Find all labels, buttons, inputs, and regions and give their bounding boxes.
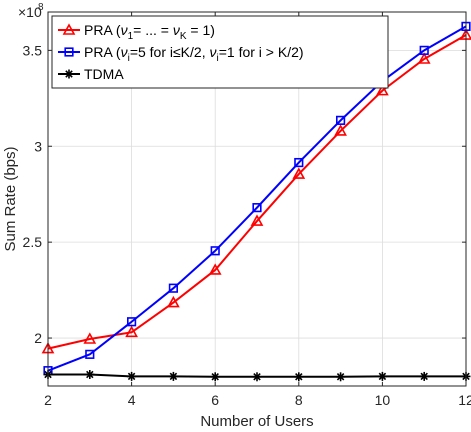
data-point [210, 372, 220, 382]
data-point [292, 167, 306, 179]
data-point [85, 349, 95, 359]
legend-label: TDMA [84, 66, 124, 82]
legend-label-part: ν [121, 22, 128, 38]
legend-marker [64, 47, 74, 57]
data-point [208, 263, 222, 275]
y-tick-label: 2.5 [23, 234, 43, 250]
legend-label-part: = 1) [187, 22, 215, 38]
legend-entry: TDMA [58, 66, 124, 82]
data-point [127, 317, 137, 327]
legend-box [51, 15, 389, 89]
y-axis-multiplier: ×10 8 [18, 2, 44, 20]
data-point [125, 325, 138, 338]
data-point [210, 246, 220, 256]
legend-label-part: = ... = [133, 22, 173, 38]
x-tick-label: 10 [375, 392, 391, 408]
legend-label-part: TDMA [84, 66, 124, 82]
data-point [294, 372, 304, 382]
legend-label-part: PRA ( [84, 22, 121, 38]
axis-ticks: 2 4 6 8 10 12 2 2.5 3 3.5 [23, 12, 471, 408]
data-point [417, 52, 431, 64]
legend-label-part: ν [121, 44, 128, 60]
y-multiplier-base: ×10 [18, 4, 42, 20]
legend-label-part: i [128, 53, 130, 64]
data-point [419, 371, 429, 381]
data-point [252, 372, 262, 382]
x-tick-label: 2 [44, 392, 52, 408]
x-tick-label: 12 [458, 392, 471, 408]
y-multiplier-exponent: 8 [38, 2, 44, 13]
series-line [47, 25, 467, 372]
legend-entry: PRA (νi=5 for i≤K/2, νi=1 for i > K/2) [58, 44, 304, 64]
legend-label-part: ν [173, 22, 180, 38]
x-axis-label: Number of Users [200, 413, 313, 430]
legend-label-part: PRA ( [84, 44, 121, 60]
data-point [127, 371, 137, 381]
legend-label-part: ν [209, 44, 216, 60]
legend-marker [62, 23, 76, 35]
legend-label-part: i [216, 53, 218, 64]
legend-label: PRA (νi=5 for i≤K/2, νi=1 for i > K/2) [84, 44, 304, 64]
data-point [85, 369, 95, 379]
legend: PRA (ν1= ... = νK = 1)PRA (νi=5 for i≤K/… [51, 15, 389, 89]
series-line [47, 34, 467, 350]
plot-area-frame [47, 11, 467, 387]
legend-marker [64, 69, 74, 79]
data-point [335, 115, 346, 125]
data-point [250, 214, 264, 226]
data-point [294, 157, 304, 168]
legend-label-part: 1 [128, 31, 134, 42]
data-point [377, 371, 387, 381]
y-tick-label: 2 [34, 330, 42, 346]
data-point [168, 371, 178, 381]
data-point [334, 124, 347, 136]
x-tick-label: 8 [295, 392, 303, 408]
y-tick-label: 3.5 [23, 42, 43, 58]
y-axis-label: Sum Rate (bps) [2, 146, 19, 251]
legend-entry: PRA (ν1= ... = νK = 1) [58, 22, 215, 42]
legend-label-part: =1 for i > K/2) [219, 44, 304, 60]
x-tick-label: 4 [128, 392, 136, 408]
x-tick-label: 6 [211, 392, 219, 408]
data-point [376, 83, 389, 96]
y-tick-label: 3 [34, 138, 42, 154]
legend-label-part: =5 for i≤K/2, [130, 44, 210, 60]
data-point [167, 295, 180, 308]
data-point [252, 203, 262, 213]
series-layer [41, 21, 471, 382]
data-point [83, 332, 97, 344]
legend-label: PRA (ν1= ... = νK = 1) [84, 22, 215, 42]
data-point [168, 283, 179, 293]
data-point [336, 372, 346, 382]
legend-label-part: K [180, 31, 187, 42]
data-point [419, 45, 429, 55]
